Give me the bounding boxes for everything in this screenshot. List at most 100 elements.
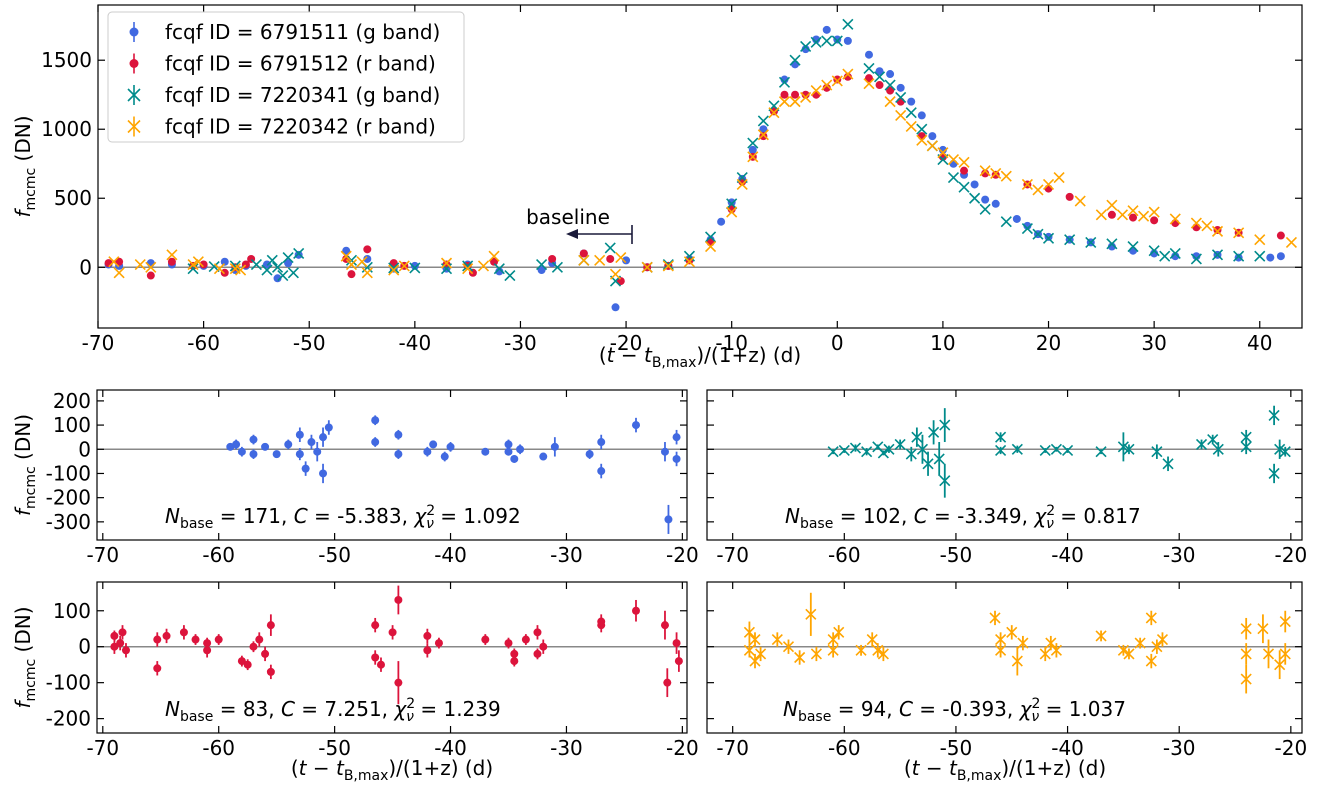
point <box>294 250 303 259</box>
x-axis-label: (t − tB,max)/(1+z) (d) <box>599 343 801 371</box>
label-part: base <box>800 516 833 532</box>
point <box>1211 249 1224 261</box>
point <box>907 97 916 106</box>
x-tick-label: -60 <box>187 331 220 355</box>
point <box>192 256 204 268</box>
y-tick-label: -100 <box>46 461 91 485</box>
point <box>748 145 757 154</box>
point <box>916 134 928 146</box>
point <box>769 107 778 116</box>
label-part: f <box>11 208 35 218</box>
point <box>749 633 761 646</box>
point <box>231 263 240 272</box>
point <box>905 107 917 119</box>
point <box>1159 250 1171 262</box>
point <box>791 90 800 99</box>
point <box>831 35 843 47</box>
point <box>875 81 884 90</box>
point <box>153 635 162 644</box>
point <box>282 252 294 264</box>
point <box>928 132 937 141</box>
point <box>504 440 513 449</box>
point <box>926 140 938 152</box>
point <box>1127 240 1139 253</box>
label-part: χ <box>1033 504 1047 528</box>
point <box>938 145 947 154</box>
point <box>757 115 769 127</box>
point <box>301 464 310 473</box>
point <box>875 67 884 76</box>
point <box>249 435 258 444</box>
point <box>991 170 1000 179</box>
point <box>266 667 275 676</box>
point <box>255 635 264 644</box>
point <box>1151 446 1163 458</box>
point <box>726 198 738 210</box>
point <box>579 249 588 258</box>
point <box>1171 219 1180 228</box>
point <box>660 447 669 456</box>
y-tick-label: 1000 <box>41 117 92 141</box>
point <box>812 35 821 44</box>
label-part: B,max <box>652 355 697 371</box>
plot-area <box>707 592 1302 694</box>
label-part: C <box>281 697 295 721</box>
point <box>905 120 917 133</box>
point <box>266 621 275 630</box>
x-tick-label: -20 <box>1275 736 1308 760</box>
label-part: = 1.239 <box>414 697 501 721</box>
point <box>979 165 991 177</box>
point <box>187 263 199 275</box>
point <box>726 206 738 218</box>
point <box>189 261 198 270</box>
point <box>1129 246 1138 255</box>
point <box>917 111 926 120</box>
y-tick-label: 0 <box>78 437 91 461</box>
point <box>672 639 681 648</box>
point <box>179 628 188 637</box>
point <box>440 452 449 461</box>
point <box>1134 637 1146 649</box>
point <box>295 430 304 439</box>
point <box>1162 458 1174 470</box>
point <box>597 467 606 476</box>
point <box>1171 252 1180 261</box>
point <box>214 635 223 644</box>
label-part: t <box>299 756 308 780</box>
x-axis-label: (t − tB,max)/(1+z) (d) <box>904 756 1106 784</box>
point <box>864 50 873 59</box>
label-part: χ <box>1019 697 1033 721</box>
point <box>1233 227 1245 239</box>
point <box>822 25 831 34</box>
point <box>394 678 403 687</box>
label-part: mcmc <box>23 466 39 509</box>
point <box>1123 648 1135 660</box>
point <box>989 612 1001 624</box>
point <box>361 267 373 279</box>
point <box>1107 210 1116 219</box>
label-part: t <box>607 343 616 367</box>
label-part: = 1.092 <box>434 504 521 528</box>
point <box>261 649 270 658</box>
point <box>342 246 351 255</box>
point <box>1106 238 1118 250</box>
point <box>749 655 761 667</box>
point <box>821 79 833 91</box>
label-part: (DN) <box>11 606 35 658</box>
point <box>1129 213 1138 222</box>
label-part: mcmc <box>23 659 39 702</box>
x-tick-label: -30 <box>1163 736 1196 760</box>
point <box>1044 232 1053 241</box>
point <box>672 454 681 463</box>
legend-marker <box>127 88 141 102</box>
point <box>388 628 397 637</box>
point <box>969 192 981 204</box>
point <box>1190 217 1202 229</box>
point <box>220 268 229 277</box>
point <box>757 129 769 141</box>
label-part: )/(1+z) (d) <box>1001 756 1106 780</box>
point <box>249 642 258 651</box>
plot-area <box>97 585 687 705</box>
point <box>842 18 854 30</box>
point <box>434 639 443 648</box>
